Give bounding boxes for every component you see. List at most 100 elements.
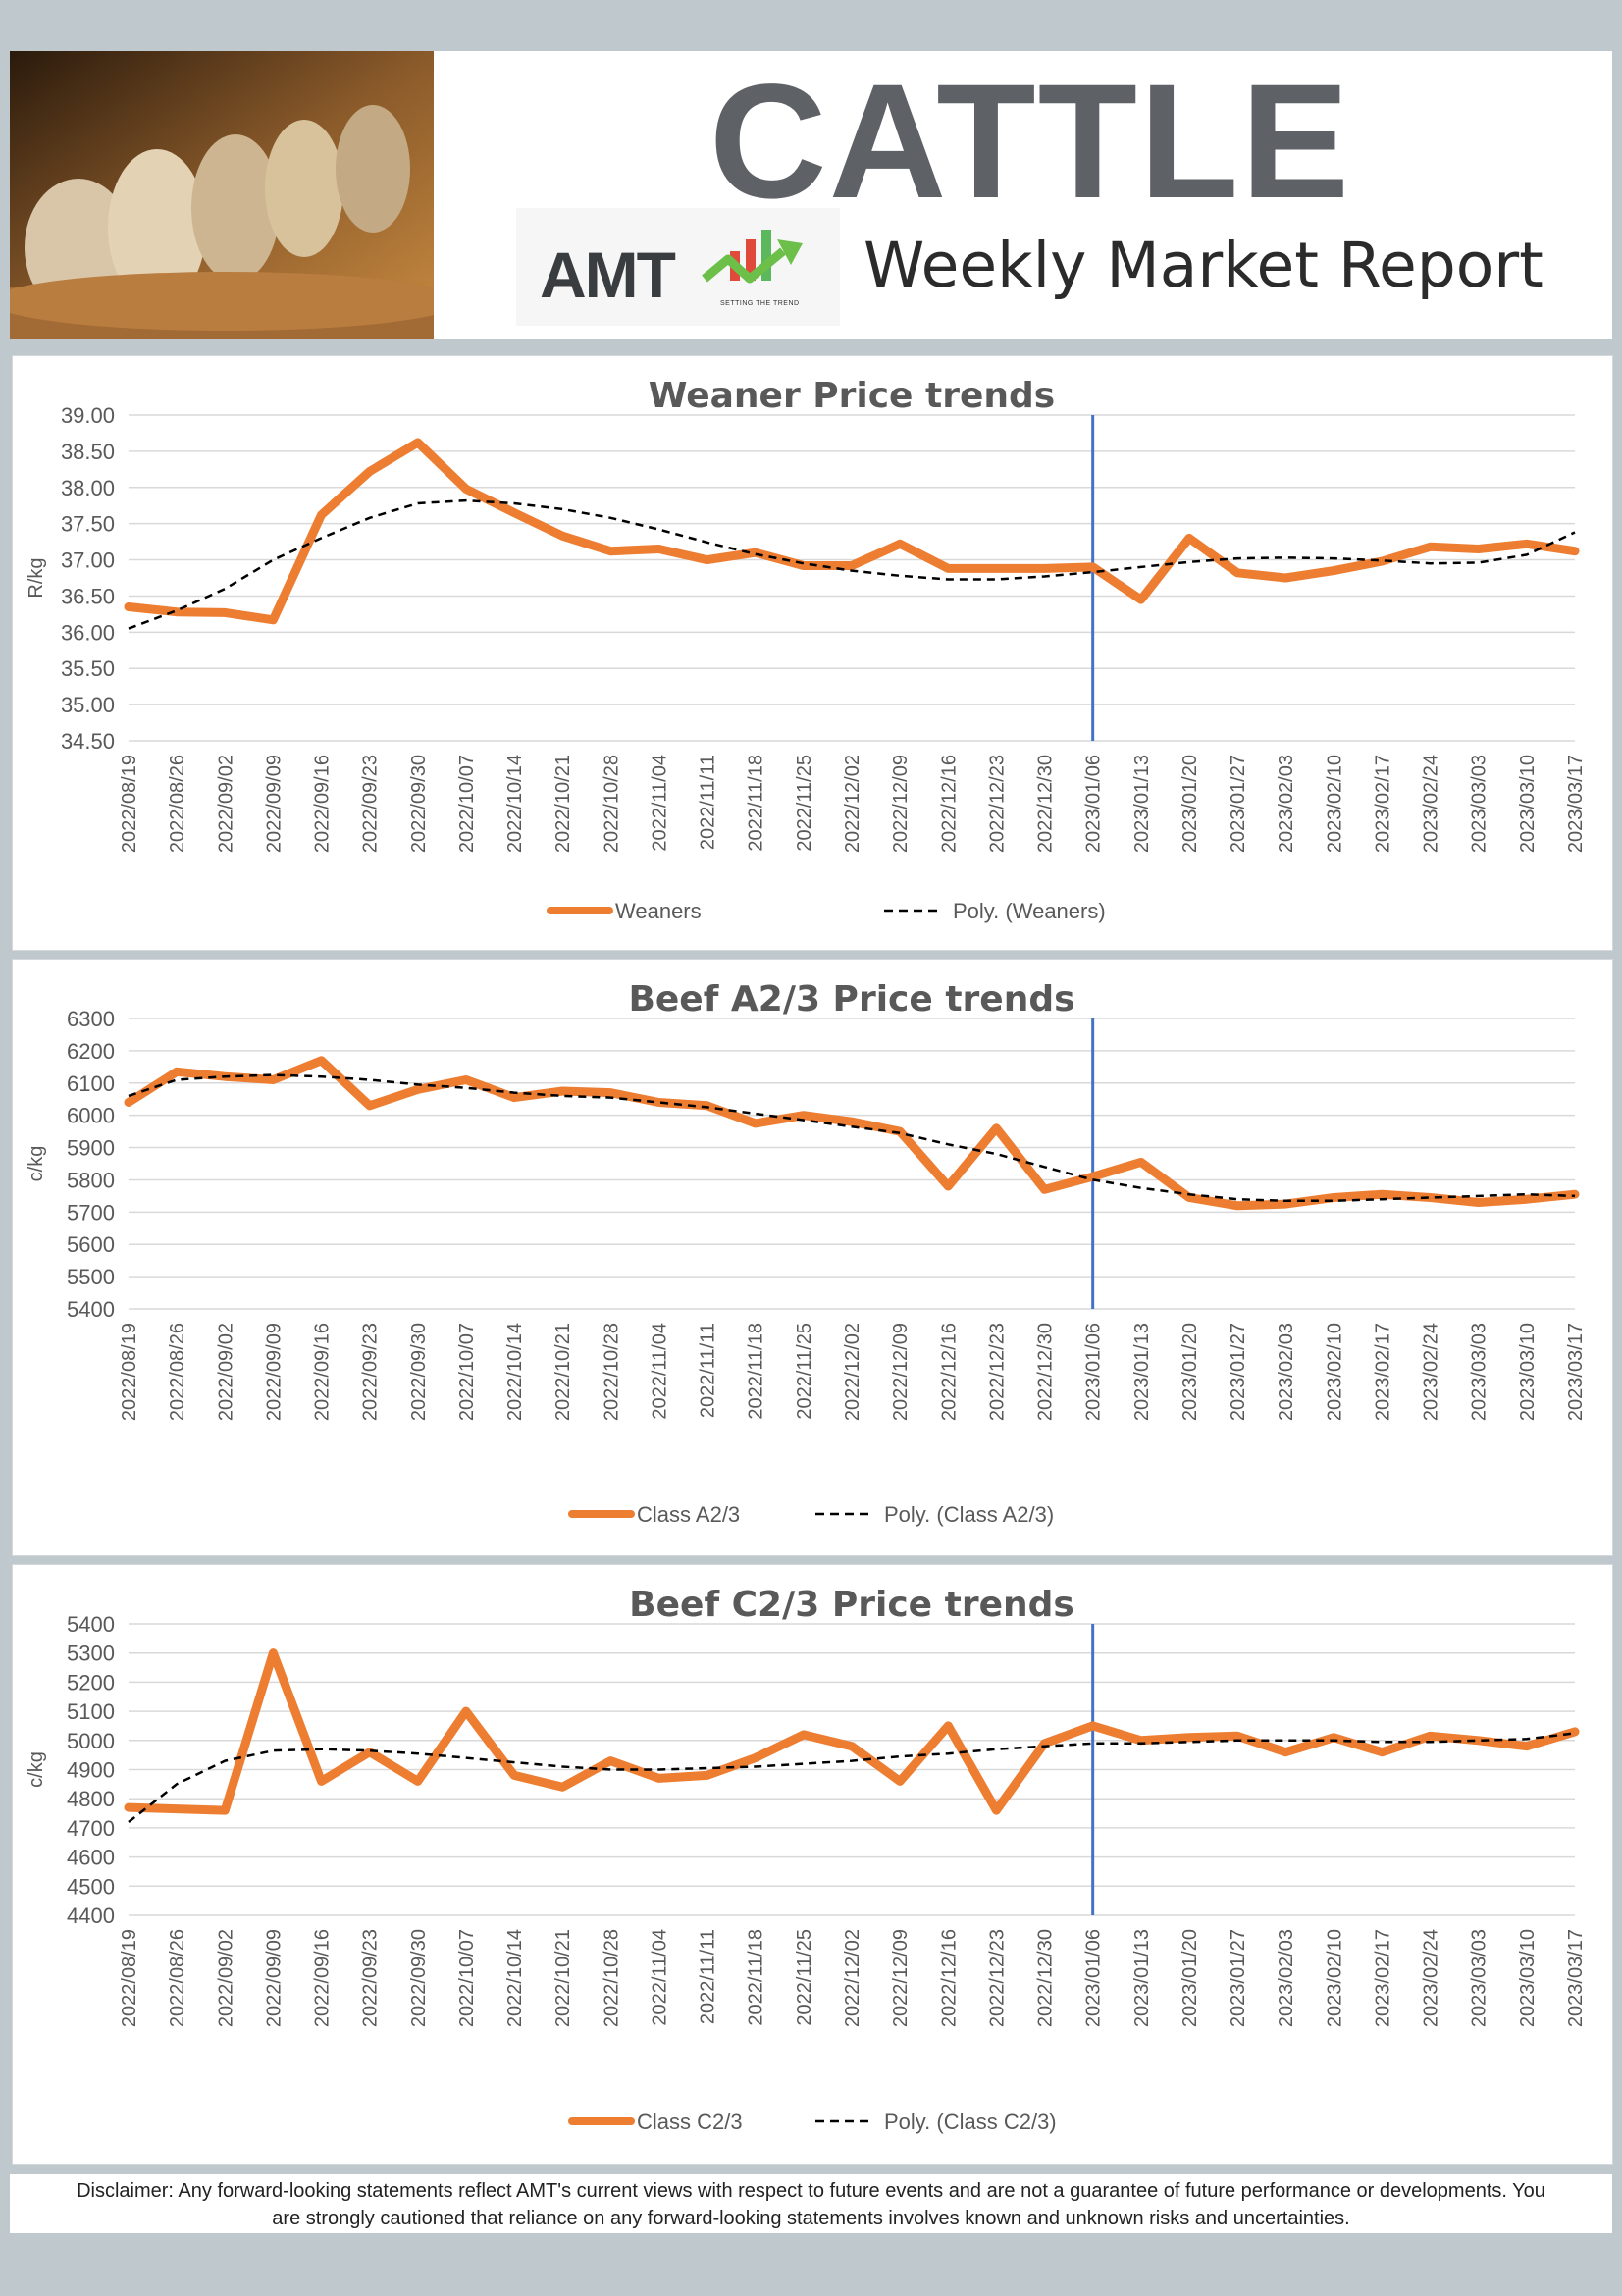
y-axis-label: c/kg <box>26 1751 47 1788</box>
y-tick-label: 36.50 <box>61 584 115 608</box>
y-tick-label: 5800 <box>67 1168 115 1192</box>
chart-title: Weaner Price trends <box>649 376 1055 416</box>
x-tick-label: 2022/08/19 <box>119 755 140 853</box>
beef-c23-price-chart: Beef C2/3 Price trends 4400 4500 4600 4700 48… <box>26 1585 1587 2134</box>
y-tick-label: 4700 <box>67 1816 115 1841</box>
cattle-photo <box>10 51 434 339</box>
x-tick-label: 2022/10/28 <box>601 1323 622 1421</box>
x-axis: 2022/08/19 2022/08/26 2022/09/02 2022/09/09… <box>119 1323 1587 1421</box>
x-tick-label: 2023/03/03 <box>1469 755 1491 853</box>
legend-label-trend: Poly. (Class C2/3) <box>884 2110 1057 2134</box>
x-tick-label: 2022/11/18 <box>746 1323 767 1420</box>
y-tick-label: 5000 <box>67 1729 115 1753</box>
x-tick-label: 2022/12/09 <box>890 1323 912 1421</box>
x-tick-label: 2023/03/10 <box>1517 1929 1539 2027</box>
x-axis: 2022/08/19 2022/08/26 2022/09/02 2022/09/09… <box>119 1929 1587 2027</box>
x-tick-label: 2023/02/17 <box>1372 755 1393 853</box>
y-axis-label: R/kg <box>26 557 47 598</box>
x-tick-label: 2023/02/17 <box>1372 1929 1393 2027</box>
x-tick-label: 2023/01/06 <box>1083 1323 1105 1421</box>
x-tick-label: 2022/10/14 <box>504 1323 526 1421</box>
series-main <box>124 1648 1580 1815</box>
x-tick-label: 2022/10/21 <box>552 755 574 853</box>
x-tick-label: 2023/01/27 <box>1228 1323 1249 1421</box>
y-axis: 34.50 35.00 35.50 36.00 36.50 37.00 37.50 38.00… <box>61 403 1575 754</box>
y-tick-label: 4900 <box>67 1758 115 1783</box>
trend-arrow-icon <box>702 230 803 284</box>
x-tick-label: 2022/12/23 <box>986 1929 1008 2027</box>
x-tick-label: 2022/12/02 <box>842 1323 863 1421</box>
x-tick-label: 2022/10/07 <box>456 1929 478 2027</box>
x-tick-label: 2023/02/24 <box>1421 1929 1442 2027</box>
y-axis: 4400 4500 4600 4700 4800 4900 5000 5100 5200 5300… <box>67 1612 1575 1928</box>
x-tick-label: 2022/10/07 <box>456 755 478 853</box>
y-tick-label: 34.50 <box>61 729 115 754</box>
x-tick-label: 2023/03/17 <box>1565 1929 1587 2027</box>
x-tick-label: 2023/01/27 <box>1228 1929 1249 2027</box>
x-tick-label: 2023/02/03 <box>1276 1929 1297 2027</box>
x-tick-label: 2022/09/09 <box>263 755 285 853</box>
x-tick-label: 2023/03/17 <box>1565 1323 1587 1421</box>
y-tick-label: 4800 <box>67 1787 115 1811</box>
x-tick-label: 2022/10/21 <box>552 1323 574 1421</box>
x-tick-label: 2023/01/13 <box>1131 755 1153 853</box>
y-tick-label: 4500 <box>67 1874 115 1899</box>
x-tick-label: 2022/11/04 <box>649 1323 670 1420</box>
x-tick-label: 2022/08/26 <box>167 755 188 853</box>
y-tick-label: 5900 <box>67 1136 115 1161</box>
x-tick-label: 2022/09/16 <box>312 1929 334 2027</box>
x-tick-label: 2023/01/13 <box>1131 1929 1153 2027</box>
y-tick-label: 4600 <box>67 1846 115 1870</box>
x-tick-label: 2023/01/20 <box>1179 755 1201 853</box>
beef-a23-price-chart: Beef A2/3 Price trends 5400 5500 5600 5700 58… <box>26 979 1587 1527</box>
y-tick-label: 5300 <box>67 1642 115 1666</box>
x-tick-label: 2022/10/14 <box>504 755 526 853</box>
y-tick-label: 5500 <box>67 1265 115 1289</box>
legend: Weaners Poly. (Weaners) <box>547 899 1106 923</box>
x-tick-label: 2023/02/24 <box>1421 1323 1442 1421</box>
legend-label-trend: Poly. (Weaners) <box>953 899 1106 923</box>
y-tick-label: 6100 <box>67 1071 115 1096</box>
y-axis-label: c/kg <box>26 1146 47 1182</box>
y-tick-label: 36.00 <box>61 620 115 645</box>
x-tick-label: 2022/11/18 <box>746 1929 767 2026</box>
x-tick-label: 2022/12/30 <box>1035 1323 1057 1421</box>
y-tick-label: 5200 <box>67 1670 115 1695</box>
y-tick-label: 5100 <box>67 1699 115 1724</box>
series-trendline <box>128 1732 1576 1823</box>
x-tick-label: 2023/02/03 <box>1276 755 1297 853</box>
x-tick-label: 2022/12/23 <box>986 1323 1008 1421</box>
x-tick-label: 2023/02/10 <box>1324 1929 1345 2027</box>
y-tick-label: 5400 <box>67 1612 115 1637</box>
x-tick-label: 2023/01/20 <box>1179 1929 1201 2027</box>
x-tick-label: 2022/09/30 <box>408 755 430 853</box>
report-title: CATTLE <box>708 51 1352 233</box>
disclaimer-text: Disclaimer: Any forward-looking statemen… <box>77 2180 1545 2229</box>
x-tick-label: 2022/10/07 <box>456 1323 478 1421</box>
y-tick-label: 39.00 <box>61 403 115 428</box>
legend: Class A2/3 Poly. (Class A2/3) <box>568 1502 1054 1527</box>
series-line <box>124 438 1580 625</box>
y-tick-label: 38.00 <box>61 476 115 500</box>
x-tick-label: 2022/11/04 <box>649 755 670 852</box>
x-tick-label: 2022/12/09 <box>890 1929 912 2027</box>
x-tick-label: 2023/03/10 <box>1517 755 1539 853</box>
x-tick-label: 2022/09/23 <box>360 1323 382 1421</box>
x-tick-label: 2022/12/02 <box>842 1929 863 2027</box>
x-tick-label: 2022/11/04 <box>649 1929 670 2026</box>
x-tick-label: 2022/10/21 <box>552 1929 574 2027</box>
legend-label-main: Class A2/3 <box>637 1502 740 1527</box>
legend: Class C2/3 Poly. (Class C2/3) <box>568 2110 1057 2134</box>
x-tick-label: 2022/11/25 <box>794 1323 815 1420</box>
x-tick-label: 2022/11/25 <box>794 755 815 852</box>
y-tick-label: 35.00 <box>61 693 115 717</box>
x-tick-label: 2022/11/11 <box>698 755 719 850</box>
x-tick-label: 2022/12/16 <box>938 1929 960 2027</box>
x-tick-label: 2023/03/03 <box>1469 1323 1491 1421</box>
x-tick-label: 2023/01/13 <box>1131 1323 1153 1421</box>
trend-line <box>128 498 1576 630</box>
y-tick-label: 5600 <box>67 1232 115 1257</box>
x-tick-label: 2023/01/27 <box>1228 755 1249 853</box>
series-line <box>124 1056 1580 1211</box>
x-tick-label: 2022/09/16 <box>312 755 334 853</box>
